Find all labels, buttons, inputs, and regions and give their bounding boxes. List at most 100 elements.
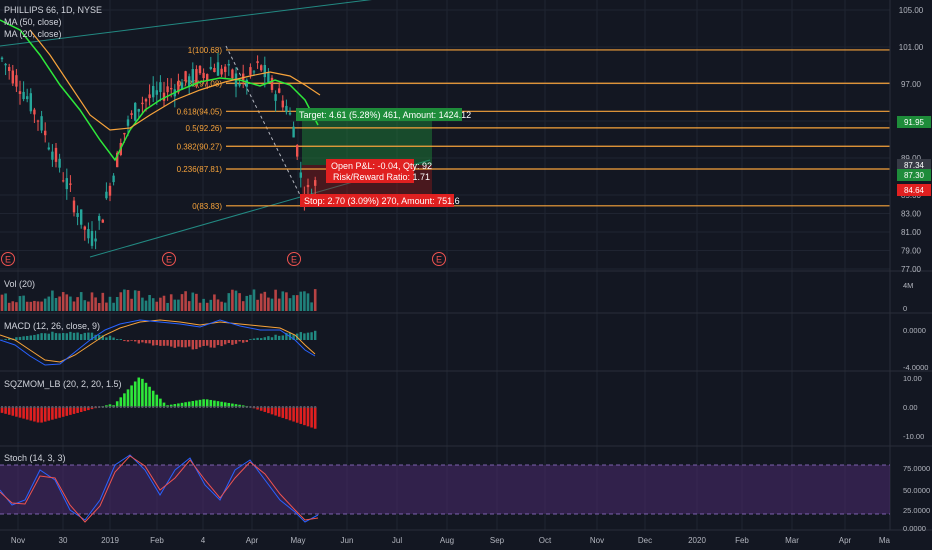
fib-trend-line[interactable]: [225, 45, 303, 200]
ma20-legend[interactable]: MA (20, close): [4, 29, 62, 39]
volume-bar: [65, 294, 69, 311]
candle-body: [198, 66, 202, 74]
pane-separators: [0, 0, 932, 531]
volume-bar: [0, 294, 4, 311]
earnings-marker[interactable]: E: [1, 252, 15, 266]
volume-bar: [108, 296, 112, 311]
candle-body: [202, 72, 205, 79]
channel-upper-line[interactable]: [0, 0, 400, 47]
volume-bar: [195, 293, 198, 311]
sqzmom-bar: [65, 407, 69, 416]
candle-body: [18, 91, 22, 94]
sqzmom-dot: [199, 406, 201, 408]
sqzmom-bar: [0, 407, 4, 413]
macd-bar: [195, 340, 198, 350]
macd-legend[interactable]: MACD (12, 26, close, 9): [4, 321, 100, 331]
macd-axis-label: 0.0000: [903, 326, 926, 335]
sqzmom-dot: [40, 406, 43, 408]
ma-orange-line[interactable]: [29, 29, 321, 131]
volume-bar: [97, 302, 101, 311]
sqzmom-bar: [87, 407, 90, 411]
earnings-marker[interactable]: E: [162, 252, 176, 266]
sqzmom-dot: [155, 406, 158, 408]
candle-body: [141, 102, 144, 105]
fib-retracement[interactable]: 1(100.68) 0.786(97.08) 0.618(94.05) 0.5(92.…: [177, 46, 890, 211]
sqzmom-bar: [61, 407, 65, 417]
candle-body: [216, 62, 220, 76]
sqzmom-bar: [202, 399, 205, 407]
sqzmom-dot: [217, 406, 219, 408]
candle-body: [105, 191, 108, 199]
sqzmom-bar: [4, 407, 7, 414]
sqzmom-bar: [173, 404, 177, 407]
earnings-markers[interactable]: E E E E: [1, 252, 446, 266]
macd-bar: [119, 339, 122, 340]
target-label-box[interactable]: [296, 108, 462, 121]
stoch-legend[interactable]: Stoch (14, 3, 3): [4, 453, 66, 463]
volume-bar: [227, 293, 231, 311]
earnings-marker[interactable]: E: [287, 252, 301, 266]
sqzmom-dot: [256, 406, 259, 408]
sqzmom-dot: [177, 406, 180, 408]
macd-bar: [303, 333, 306, 340]
macd-bar: [166, 340, 169, 346]
ma-green-line[interactable]: [0, 19, 319, 162]
macd-bar: [26, 335, 29, 340]
sqzmom-legend[interactable]: SQZMOM_LB (20, 2, 20, 1.5): [4, 379, 122, 389]
stoch-d-line[interactable]: [0, 455, 319, 523]
open-pl-box[interactable]: [326, 159, 414, 183]
sqzmom-dot: [310, 406, 313, 408]
sqzmom-bar: [25, 407, 29, 420]
volume-bar: [130, 298, 133, 311]
position-labels[interactable]: Target: 4.61 (5.28%) 461, Amount: 1424.1…: [296, 108, 471, 207]
candle-body: [231, 69, 234, 79]
time-axis-label: Nov: [11, 536, 25, 545]
pane-axes[interactable]: 4M 0 0.0000 -4.0000 10.00 0.00 -10.00 75.0000 50…: [903, 281, 930, 533]
vol-legend[interactable]: Vol (20): [4, 279, 35, 289]
macd-bar: [4, 339, 7, 340]
price-axis-label: 97.00: [901, 80, 922, 89]
macd-bar: [123, 340, 126, 342]
symbol-title[interactable]: PHILLIPS 66, 1D, NYSE: [4, 5, 102, 15]
price-axis-label: 101.00: [899, 43, 924, 52]
sqzmom-dot: [191, 406, 194, 408]
volume-bar: [288, 298, 292, 311]
ma50-legend[interactable]: MA (50, close): [4, 17, 62, 27]
target-zone[interactable]: [302, 115, 432, 165]
macd-bar: [245, 340, 248, 343]
sqzmom-dot: [267, 406, 270, 408]
sqzmom-bar: [205, 399, 209, 407]
macd-line[interactable]: [0, 319, 316, 366]
candle-body: [242, 73, 245, 81]
macd-bar: [40, 333, 43, 340]
macd-bar: [98, 335, 101, 340]
macd-bar: [15, 337, 18, 340]
sqzmom-bar: [180, 402, 184, 407]
sqzmom-dot: [65, 406, 68, 408]
volume-bar: [267, 297, 270, 311]
candle-body: [159, 82, 162, 93]
sqzmom-dot: [195, 406, 198, 408]
stoch-axis-label: 50.0000: [903, 486, 930, 495]
target-label: Target: 4.61 (5.28%) 461, Amount: 1424.1…: [299, 110, 471, 120]
sqzmom-dot: [292, 406, 295, 408]
sqzmom-dot: [231, 406, 234, 408]
candle-body: [288, 112, 292, 115]
candle-body: [263, 65, 266, 78]
sqzmom-bar: [288, 407, 292, 421]
macd-bar: [213, 340, 216, 348]
volume-bar: [313, 289, 317, 311]
sqzmom-dot: [163, 406, 165, 408]
sqzmom-dot: [166, 406, 169, 408]
earnings-marker[interactable]: E: [432, 252, 446, 266]
grid-lines: [0, 0, 891, 530]
time-axis[interactable]: Nov 30 2019 Feb 4 Apr May Jun Jul Aug Sep Oct Nov Dec…: [11, 536, 891, 545]
macd-bar: [112, 337, 115, 340]
candle-body: [29, 93, 32, 112]
candle-body: [296, 145, 299, 157]
macd-bar: [126, 340, 130, 342]
sqzmom-bar: [220, 401, 223, 407]
stoch-k-line[interactable]: [0, 454, 319, 523]
stop-label-box[interactable]: [300, 194, 454, 207]
